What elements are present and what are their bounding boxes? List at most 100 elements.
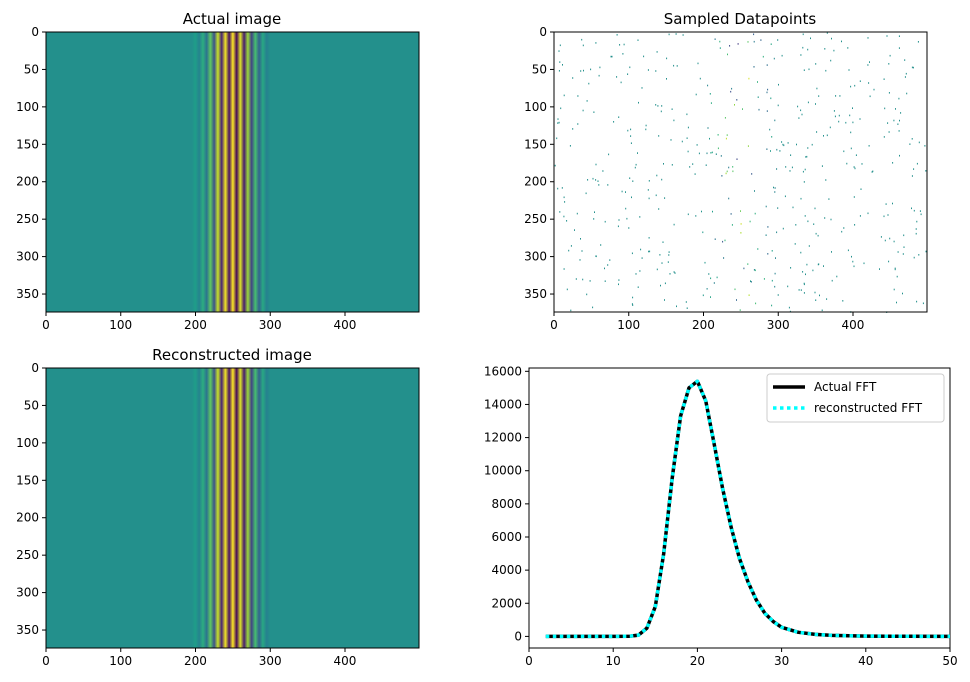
fft-x-tick-label: 30 bbox=[774, 654, 789, 668]
sample-point bbox=[728, 197, 730, 200]
sample-point bbox=[887, 122, 889, 124]
sample-point bbox=[620, 81, 622, 84]
sample-point bbox=[777, 39, 779, 41]
sample-point bbox=[658, 135, 660, 137]
sample-point bbox=[911, 175, 913, 177]
sample-point bbox=[662, 241, 664, 243]
y-tick-label: 150 bbox=[16, 473, 39, 487]
sample-point bbox=[710, 277, 712, 280]
sample-point bbox=[823, 135, 824, 137]
sample-point bbox=[730, 90, 732, 93]
sample-point bbox=[563, 268, 565, 270]
sample-point bbox=[687, 150, 689, 153]
sample-point bbox=[671, 108, 673, 110]
sample-point bbox=[836, 275, 838, 278]
sample-point bbox=[740, 223, 742, 225]
sample-point bbox=[611, 55, 613, 58]
sample-point bbox=[851, 255, 852, 258]
sample-point bbox=[657, 105, 659, 107]
sample-point bbox=[774, 191, 776, 193]
sample-point bbox=[805, 156, 807, 158]
sample-point bbox=[855, 154, 857, 156]
sample-point bbox=[570, 309, 572, 312]
sample-point bbox=[582, 278, 584, 281]
fft-y-tick-label: 14000 bbox=[484, 397, 522, 411]
sample-point bbox=[685, 301, 687, 303]
sample-point bbox=[632, 180, 634, 182]
sample-point bbox=[861, 163, 863, 165]
sample-point bbox=[906, 92, 908, 95]
sampled-datapoints-x-ticks: 0 100 200 300 400 bbox=[550, 312, 864, 332]
fft-legend: Actual FFT reconstructed FFT bbox=[766, 373, 945, 423]
sample-point bbox=[664, 299, 665, 301]
sample-point bbox=[800, 197, 802, 200]
sample-point bbox=[709, 93, 711, 95]
fft-x-tick-label: 10 bbox=[606, 654, 621, 668]
sample-point bbox=[819, 294, 820, 297]
sample-point bbox=[767, 226, 769, 228]
sample-point bbox=[557, 118, 559, 120]
reconstructed-image-frame bbox=[45, 367, 420, 649]
sample-point bbox=[618, 219, 620, 221]
sample-point bbox=[566, 220, 568, 222]
sample-point bbox=[917, 41, 919, 43]
sample-point bbox=[771, 250, 773, 252]
sample-point bbox=[661, 262, 663, 264]
sample-point bbox=[846, 162, 848, 165]
sample-point bbox=[734, 288, 736, 291]
fft-y-tick-label: 10000 bbox=[484, 464, 522, 478]
sample-point bbox=[560, 107, 562, 110]
sample-point bbox=[904, 59, 906, 61]
fft-y-ticks: 0 2000 4000 6000 8000 10000 12000 14000 16000 bbox=[484, 364, 529, 643]
sample-point bbox=[830, 218, 832, 221]
sample-point bbox=[564, 201, 566, 203]
sample-point bbox=[579, 259, 581, 261]
sample-point bbox=[574, 229, 575, 231]
sample-point bbox=[913, 209, 915, 212]
sample-point bbox=[850, 147, 852, 150]
sample-point bbox=[664, 197, 666, 199]
sample-point bbox=[659, 254, 661, 256]
sample-point bbox=[710, 152, 712, 154]
sample-point bbox=[726, 134, 728, 136]
sample-point bbox=[675, 33, 677, 35]
x-tick-label: 0 bbox=[42, 654, 50, 668]
sample-point bbox=[711, 151, 713, 154]
x-tick-label: 400 bbox=[334, 318, 357, 332]
sample-point bbox=[569, 145, 571, 147]
sample-point bbox=[587, 179, 589, 181]
sample-point bbox=[918, 141, 920, 144]
sample-point bbox=[925, 170, 927, 172]
sample-point bbox=[716, 276, 718, 279]
sample-point bbox=[788, 306, 790, 309]
sample-point bbox=[800, 109, 802, 112]
sample-point bbox=[577, 123, 579, 125]
sample-point bbox=[919, 210, 921, 212]
sample-point bbox=[920, 213, 922, 216]
sample-point bbox=[835, 95, 837, 97]
sample-point bbox=[845, 121, 847, 124]
sample-point bbox=[826, 32, 828, 34]
reconstructed-image-y-ticks: 0 50 100 150 200 250 300 350 bbox=[16, 361, 46, 637]
sample-point bbox=[637, 286, 639, 288]
sample-point bbox=[807, 220, 809, 223]
sample-point bbox=[618, 116, 620, 118]
sample-point bbox=[769, 128, 771, 131]
sample-point bbox=[773, 186, 774, 189]
sample-point bbox=[731, 224, 733, 226]
y-tick-label: 100 bbox=[524, 100, 547, 114]
sample-point bbox=[760, 39, 762, 41]
sample-point bbox=[726, 170, 728, 173]
sample-point bbox=[818, 95, 820, 97]
sample-point bbox=[686, 137, 688, 139]
sample-point bbox=[884, 239, 886, 242]
fft-x-tick-label: 20 bbox=[690, 654, 705, 668]
sample-point bbox=[841, 40, 842, 43]
sample-point bbox=[664, 282, 666, 285]
sample-point bbox=[766, 91, 768, 94]
sample-point bbox=[842, 300, 844, 302]
sample-point bbox=[814, 207, 816, 210]
sample-point bbox=[898, 130, 900, 132]
sample-point bbox=[782, 143, 784, 146]
